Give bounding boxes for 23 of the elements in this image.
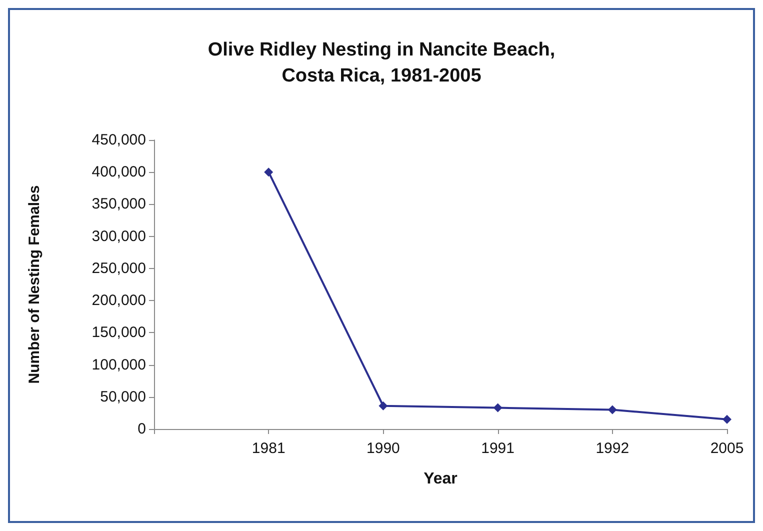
point	[722, 414, 732, 424]
x-tick-label: 1991	[481, 440, 514, 457]
y-axis-title: Number of Nesting Females	[26, 185, 43, 384]
y-tick-label: 150,000	[92, 324, 146, 342]
y-tick-label: 0	[138, 420, 146, 438]
x-tick-label: 2005	[710, 440, 744, 457]
y-tick-label: 350,000	[92, 196, 146, 213]
y-tick-label: 400,000	[92, 164, 146, 181]
x-tick-label: 1981	[252, 440, 286, 457]
chart-title: Olive Ridley Nesting in Nancite Beach, Costa Rica, 1981-2005	[208, 40, 556, 86]
y-tick-label: 450,000	[92, 132, 146, 148]
point	[378, 401, 388, 410]
y-tick-label: 50,000	[100, 388, 146, 406]
y-tick-label: 300,000	[92, 228, 146, 245]
x-tick-label: 1992	[596, 440, 630, 457]
y-tick-label: 100,000	[92, 356, 146, 374]
point	[264, 168, 274, 177]
x-tick-label: 1990	[366, 440, 400, 457]
y-tick-label: 200,000	[92, 292, 146, 310]
x-axis-title: Year	[424, 470, 458, 488]
point	[493, 403, 502, 412]
y-tick-label: 250,000	[92, 260, 146, 277]
point	[608, 405, 617, 414]
